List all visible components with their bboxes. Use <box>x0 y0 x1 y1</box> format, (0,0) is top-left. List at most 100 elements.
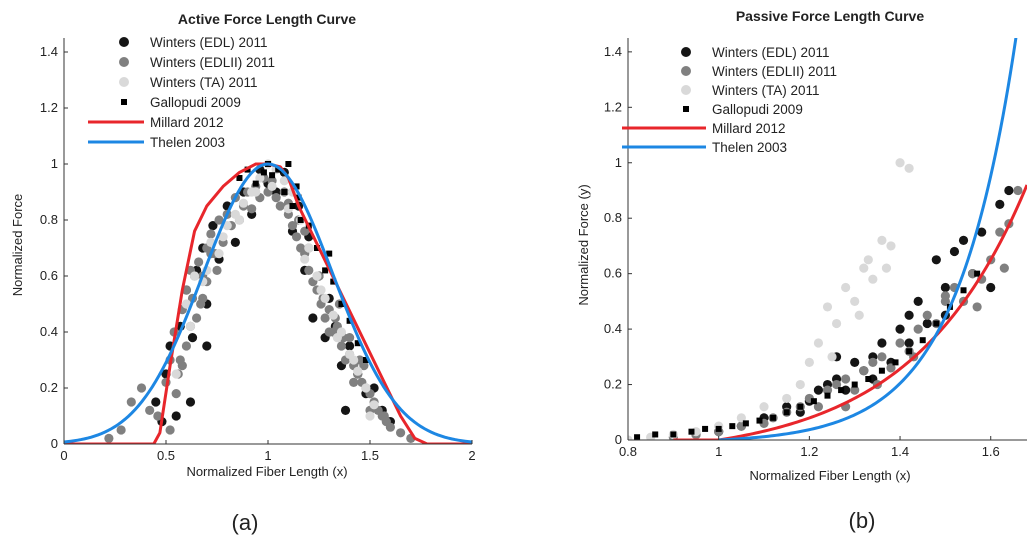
chart-b-point <box>813 402 824 412</box>
chart-a-point <box>126 397 136 407</box>
chart-a-point <box>104 433 114 443</box>
chart-a-point <box>214 249 224 259</box>
chart-a-point <box>271 193 281 203</box>
chart-a-point <box>297 217 304 223</box>
chart-b-xtick-label: 1.4 <box>891 444 909 459</box>
chart-b-point <box>986 282 996 293</box>
chart-b-point <box>759 402 769 412</box>
chart-a-ytick-label: 1.2 <box>40 100 58 115</box>
chart-a-point <box>304 243 314 253</box>
chart-b-point <box>877 338 887 348</box>
chart-b-ytick-label: 1 <box>615 155 622 170</box>
chart-b-point <box>865 376 872 383</box>
chart-a-xtick-label: 2 <box>468 448 475 463</box>
chart-b-point <box>877 235 887 245</box>
chart-b-point <box>742 420 749 427</box>
chart-a-point <box>171 411 181 421</box>
chart-b-point <box>756 417 763 424</box>
chart-b-point <box>906 348 913 355</box>
chart-b-point <box>868 274 878 284</box>
chart-b-ytick-label: 0 <box>615 432 622 447</box>
chart-a-point <box>230 237 240 247</box>
chart-a-legend-label: Winters (EDL) 2011 <box>150 35 268 50</box>
chart-b-point <box>1013 185 1023 196</box>
chart-a-point <box>365 411 375 421</box>
chart-a-point <box>175 355 185 365</box>
chart-b-xtick-label: 1 <box>715 444 722 459</box>
chart-b-xtick-label: 1.2 <box>800 444 818 459</box>
chart-a-point <box>206 229 216 239</box>
chart-b-point <box>804 357 814 367</box>
chart-b-point <box>877 352 887 362</box>
chart-a-xlabel: Normalized Fiber Length (x) <box>186 464 347 479</box>
chart-b-title: Passive Force Length Curve <box>736 8 925 24</box>
chart-b-point <box>999 263 1009 273</box>
chart-b-point <box>977 227 987 237</box>
chart-b-point <box>881 263 892 273</box>
chart-a-point <box>330 278 337 285</box>
chart-a-point <box>281 189 288 195</box>
chart-b-point <box>933 320 940 327</box>
chart-b-point <box>850 357 860 367</box>
chart-a-ylabel: Normalized Force <box>10 194 25 297</box>
chart-b-point <box>931 255 941 265</box>
chart-a-legend-marker <box>119 77 129 87</box>
chart-b-point <box>831 379 842 390</box>
chart-a-point <box>171 389 181 399</box>
chart-a-legend-marker <box>121 99 127 105</box>
chart-b-point <box>827 352 837 362</box>
chart-b-legend-marker <box>681 47 691 57</box>
chart-a-point <box>236 175 243 181</box>
chart-a-ytick-label: 0 <box>51 436 58 451</box>
chart-a-point <box>269 172 276 179</box>
chart-a-point <box>369 400 379 410</box>
chart-a-point <box>287 221 298 231</box>
chart-a-legend-label: Winters (EDLII) 2011 <box>150 55 275 70</box>
chart-a-point <box>304 265 314 275</box>
chart-a-point <box>196 299 206 309</box>
chart-a-point <box>359 361 369 371</box>
active-force-chart: Active Force Length Curve 0 0.5 1 1.5 200.20… <box>10 11 476 535</box>
chart-a-series-winters-edlii-2011 <box>104 173 416 443</box>
chart-a-point <box>300 254 310 264</box>
chart-a-point <box>396 428 406 438</box>
chart-a-point <box>354 340 361 347</box>
chart-a-point <box>293 183 300 190</box>
chart-b-point <box>688 428 695 435</box>
chart-a-line-thelen-2003 <box>64 162 472 444</box>
chart-a-ytick-label: 0.6 <box>40 268 58 283</box>
chart-a-point <box>338 301 345 307</box>
chart-a-xtick-label: 0.5 <box>157 448 175 463</box>
chart-b-line-thelen-2003 <box>718 38 1018 440</box>
chart-b-legend-marker <box>681 66 691 76</box>
chart-a-ytick-label: 0.8 <box>40 212 58 227</box>
chart-a-point <box>136 383 147 393</box>
chart-a-point <box>252 180 259 187</box>
chart-a-series-gallopudi-2009 <box>236 161 369 363</box>
chart-b-point <box>797 403 804 410</box>
chart-a-panel-label: (a) <box>232 510 259 535</box>
chart-b-point <box>822 385 833 395</box>
chart-b-point <box>859 263 869 273</box>
chart-a-point <box>194 257 204 267</box>
chart-a-point <box>212 265 222 275</box>
chart-b-point <box>702 425 709 432</box>
chart-a-plot: 0 0.5 1 1.5 2 0 0.2 0.4 0.6 0.8 1 1.2 1.4 Winters (ED… <box>40 35 476 463</box>
chart-b-point <box>824 392 831 399</box>
chart-a-xtick-label: 1.5 <box>361 448 379 463</box>
chart-a-point <box>349 377 359 387</box>
chart-a-point <box>275 166 282 173</box>
chart-a-point <box>260 169 267 176</box>
chart-b-point <box>628 435 633 440</box>
chart-a-legend-marker <box>119 37 129 47</box>
chart-b-ytick-label: 1.4 <box>604 44 622 59</box>
chart-a-point <box>247 204 257 214</box>
chart-a-point <box>279 176 289 186</box>
chart-a-point <box>379 411 389 421</box>
chart-b-point <box>895 338 905 348</box>
chart-a-point <box>222 221 232 231</box>
chart-b-panel-label: (b) <box>849 508 876 533</box>
chart-a-point <box>295 194 302 201</box>
chart-b-point <box>878 367 885 374</box>
chart-a-point <box>218 232 228 242</box>
